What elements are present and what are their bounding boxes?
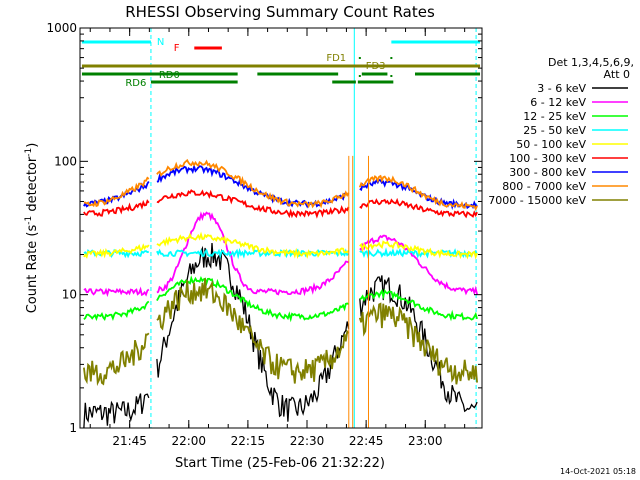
legend-label: 6 - 12 keV [530,96,586,109]
y-tick-label: 1000 [46,21,77,35]
legend-label: 3 - 6 keV [537,82,586,95]
x-tick-label: 22:30 [290,434,325,448]
plot-frame [79,27,483,429]
series-line-4 [83,231,478,260]
series-line-7 [83,158,478,212]
fd-marker [390,57,393,59]
axis-ticks: 1 10 100 1000 21:45 22:00 22:15 22:30 22:45 23:00 [46,21,482,448]
legend-label: 7000 - 15000 keV [488,194,586,207]
night-label: N [157,37,164,48]
legend-title-line1: Det 1,3,4,5,6,9, [548,56,634,69]
legend-title-line2: Att 0 [604,68,630,81]
legend-label: 12 - 25 keV [523,110,586,123]
x-tick-label: 22:00 [171,434,206,448]
rd0-label: RD0 [159,70,180,81]
flare-label: F [174,43,180,54]
legend-label: 800 - 7000 keV [502,180,586,193]
y-tick-label: 100 [54,154,77,168]
fd-marker [390,75,393,77]
series-line-8 [83,278,478,387]
y-tick-label: 1 [69,421,77,435]
x-tick-label: 21:45 [112,434,147,448]
y-tick-label: 10 [62,288,77,302]
fd-marker [358,57,361,59]
legend-label: 50 - 100 keV [516,138,586,151]
rd6-label: RD6 [125,78,146,89]
chart-title: RHESSI Observing Summary Count Rates [125,3,435,21]
fd1-label: FD1 [326,53,346,64]
series-line-2 [83,275,478,323]
x-tick-label: 22:45 [349,434,384,448]
annotation-layer: NF RD0 RD6 FD1 FD3 [81,37,481,89]
fd3-label: FD3 [366,61,386,72]
plot-area [79,28,478,428]
x-tick-label: 22:15 [231,434,266,448]
x-tick-label: 23:00 [408,434,443,448]
legend-label: 25 - 50 keV [523,124,586,137]
fd-marker [358,75,361,77]
timestamp: 14-Oct-2021 05:18 [560,467,636,476]
legend-label: 300 - 800 keV [509,166,586,179]
y-axis-label: Count Rate (s-1 detector-1) [24,143,40,314]
legend-label: 100 - 300 keV [509,152,586,165]
series-line-5 [83,189,478,219]
x-axis-label: Start Time (25-Feb-06 21:32:22) [175,456,385,471]
